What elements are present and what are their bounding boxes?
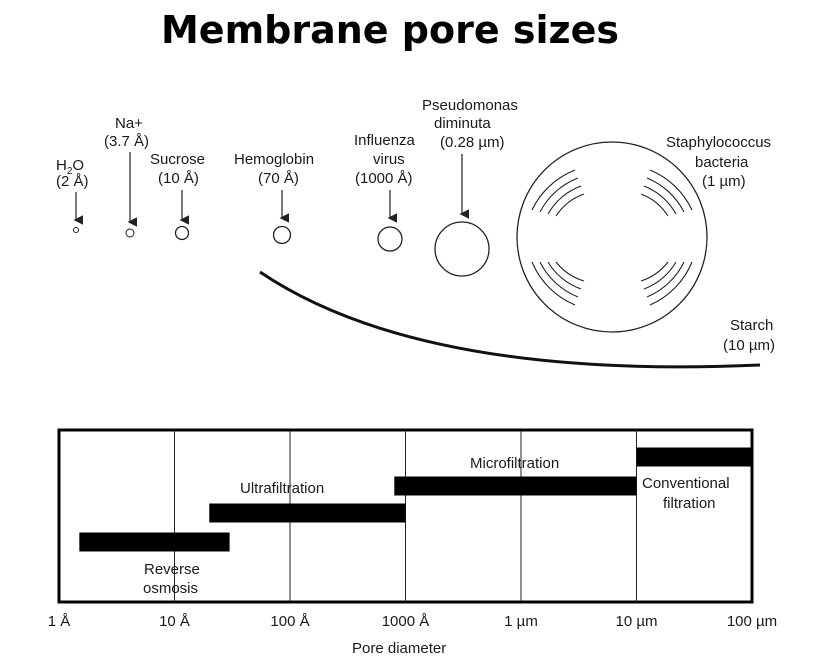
label-influenza: Influenza: [354, 132, 416, 149]
label-pseudomonas-2: diminuta: [434, 115, 491, 132]
x-tick-label: 10 Å: [159, 613, 190, 630]
label-sucrose: Sucrose: [150, 151, 205, 168]
x-tick-label: 100 µm: [727, 613, 777, 630]
label-hemoglobin: Hemoglobin: [234, 151, 314, 168]
label-reverse-osmosis-2: osmosis: [143, 580, 198, 597]
label-influenza-2: virus: [373, 151, 405, 168]
label-sucrose-size: (10 Å): [158, 170, 199, 187]
label-conventional-2: filtration: [663, 495, 716, 512]
label-reverse-osmosis-1: Reverse: [144, 561, 200, 578]
label-influenza-size: (1000 Å): [355, 170, 413, 187]
label-hemoglobin-size: (70 Å): [258, 170, 299, 187]
x-tick-label: 1 µm: [504, 613, 538, 630]
particle-staphylococcus: [516, 141, 708, 333]
label-na-size: (3.7 Å): [104, 133, 149, 150]
label-starch-size: (10 µm): [723, 337, 775, 354]
particle-starch: [259, 270, 761, 369]
chart-bars: [79, 447, 752, 552]
label-microfiltration: Microfiltration: [470, 455, 559, 472]
bar-conventional-filtration: [636, 447, 752, 467]
label-conventional-1: Conventional: [642, 475, 730, 492]
x-tick-label: 100 Å: [270, 613, 309, 630]
bar-reverse-osmosis: [79, 532, 230, 552]
bar-microfiltration: [394, 476, 637, 496]
label-starch: Starch: [730, 317, 773, 334]
staphylococcus-texture: [531, 169, 693, 306]
label-na: Na+: [115, 115, 143, 132]
label-pseudomonas-size: (0.28 µm): [440, 134, 505, 151]
x-tick-label: 1 Å: [48, 613, 71, 630]
label-h2o-size: (2 Å): [56, 173, 89, 190]
bar-ultrafiltration: [209, 503, 406, 523]
particle-influenza: [377, 226, 403, 252]
label-staphylococcus-size: (1 µm): [702, 173, 746, 190]
particle-h2o: [73, 227, 79, 233]
page-title: Membrane pore sizes: [160, 8, 620, 52]
label-staphylococcus: Staphylococcus: [666, 134, 771, 151]
x-tick-label: 10 µm: [616, 613, 658, 630]
x-tick-label: 1000 Å: [382, 613, 430, 630]
particle-hemoglobin: [272, 225, 292, 245]
x-axis-label: Pore diameter: [352, 640, 446, 657]
label-ultrafiltration: Ultrafiltration: [240, 480, 324, 497]
particle-sucrose: [174, 225, 190, 241]
particle-pseudomonas: [434, 221, 490, 277]
label-staphylococcus-2: bacteria: [695, 154, 749, 171]
particle-na: [125, 228, 135, 238]
chart-tick-labels: 1 Å 10 Å 100 Å 1000 Å 1 µm 10 µm 100 µm: [48, 613, 777, 630]
label-h2o: H2O: [56, 157, 84, 177]
label-pseudomonas: Pseudomonas: [422, 97, 518, 114]
